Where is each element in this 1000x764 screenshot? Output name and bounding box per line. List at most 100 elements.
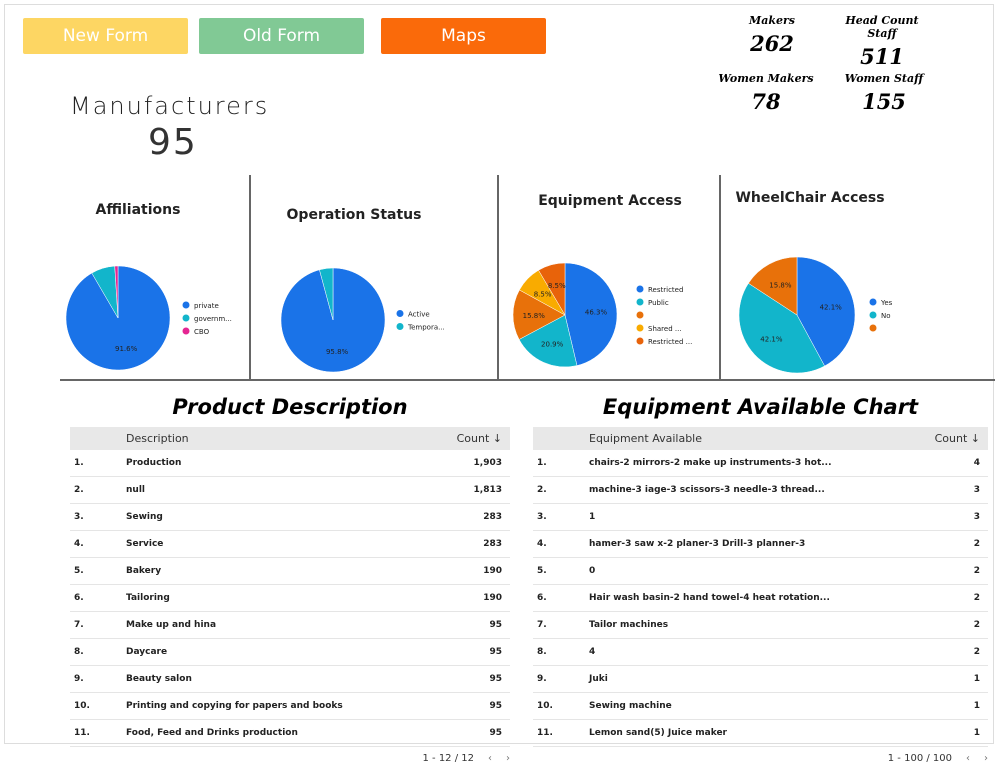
table-cell: 1 bbox=[588, 503, 919, 531]
pagination-text: 1 - 12 / 12 bbox=[422, 753, 474, 764]
table-row: 9. Juki 1 bbox=[533, 665, 988, 693]
table-cell: 190 bbox=[441, 584, 510, 612]
table-cell: Production bbox=[125, 450, 441, 477]
table-cell: Tailor machines bbox=[588, 611, 919, 639]
maps-button[interactable]: Maps bbox=[381, 18, 546, 54]
slice-label: 91.6% bbox=[115, 345, 138, 353]
table-row: 8. Daycare 95 bbox=[70, 638, 510, 666]
pagination: 1 - 100 / 100 ‹ › bbox=[533, 753, 988, 764]
table-row: 2. null 1,813 bbox=[70, 476, 510, 504]
prev-page[interactable]: ‹ bbox=[488, 753, 492, 764]
stat-value: 262 bbox=[750, 31, 794, 56]
legend-label: CBO bbox=[194, 328, 210, 336]
table-cell: 283 bbox=[441, 503, 510, 531]
legend-swatch bbox=[869, 298, 877, 306]
table-cell: 2 bbox=[919, 557, 988, 585]
table-cell: 2 bbox=[919, 638, 988, 666]
header-cell bbox=[533, 427, 588, 450]
table-row: 11. Food, Feed and Drinks production 95 bbox=[70, 719, 510, 747]
next-page[interactable]: › bbox=[506, 753, 510, 764]
table-cell: Juki bbox=[588, 665, 919, 693]
table-cell: Bakery bbox=[125, 557, 441, 585]
stat-label: Makers bbox=[749, 14, 795, 27]
table-cell: Daycare bbox=[125, 638, 441, 666]
data-table: Equipment Available Count ↓ 1. chairs-2 mir… bbox=[533, 427, 988, 747]
table-cell: 1. bbox=[70, 450, 125, 477]
stat-label: Women Staff bbox=[844, 72, 924, 85]
table-cell: 4 bbox=[919, 450, 988, 477]
stat: Women Staff 155 bbox=[834, 72, 934, 114]
table-cell: 4 bbox=[588, 638, 919, 666]
table-row: 5. 0 2 bbox=[533, 557, 988, 585]
pie-panel: Affiliations 91.6% private governm... CBO Ope… bbox=[60, 175, 995, 381]
stat-label: Women Makers bbox=[718, 72, 814, 85]
table-cell: 3 bbox=[919, 476, 988, 504]
table-cell: Food, Feed and Drinks production bbox=[125, 719, 441, 747]
pie-slice bbox=[738, 282, 825, 374]
table-row: 8. 4 2 bbox=[533, 638, 988, 666]
table-cell: Sewing machine bbox=[588, 692, 919, 720]
prev-page[interactable]: ‹ bbox=[966, 753, 970, 764]
stat-label: Head Count Staff bbox=[845, 14, 919, 40]
table-row: 9. Beauty salon 95 bbox=[70, 665, 510, 693]
chart-title: Operation Status bbox=[287, 207, 422, 223]
legend-label: No bbox=[881, 312, 891, 320]
table-row: 7. Make up and hina 95 bbox=[70, 611, 510, 639]
table-cell: 95 bbox=[441, 665, 510, 693]
legend-label: Restricted ... bbox=[648, 338, 692, 346]
table-row: 7. Tailor machines 2 bbox=[533, 611, 988, 639]
old-form-button[interactable]: Old Form bbox=[199, 18, 364, 54]
table-cell: 9. bbox=[533, 665, 588, 693]
stat: Makers 262 bbox=[722, 14, 822, 56]
slice-label: 20.9% bbox=[541, 340, 564, 348]
legend-swatch bbox=[636, 311, 644, 319]
legend-label: Restricted bbox=[648, 286, 683, 294]
legend-swatch bbox=[869, 311, 877, 319]
slice-label: 15.8% bbox=[769, 281, 792, 289]
table-row: 3. 1 3 bbox=[533, 503, 988, 531]
legend-swatch bbox=[182, 301, 190, 309]
data-table: Description Count ↓ 1. Production 1,903 2. nul… bbox=[70, 427, 510, 747]
legend-label: Public bbox=[648, 299, 669, 307]
table-row: 5. Bakery 190 bbox=[70, 557, 510, 585]
stat: Head Count Staff 511 bbox=[832, 14, 932, 69]
slice-label: 15.8% bbox=[523, 312, 546, 320]
table-cell: Tailoring bbox=[125, 584, 441, 612]
table-cell: 283 bbox=[441, 530, 510, 558]
chart-title: Equipment Access bbox=[538, 193, 682, 209]
header-cell: Equipment Available bbox=[588, 427, 919, 450]
stat: Women Makers 78 bbox=[716, 72, 816, 114]
table-row: 6. Tailoring 190 bbox=[70, 584, 510, 612]
table-cell: 3 bbox=[919, 503, 988, 531]
chart-title: WheelChair Access bbox=[735, 190, 884, 206]
table-cell: 3. bbox=[533, 503, 588, 531]
table-cell: 2 bbox=[919, 611, 988, 639]
legend-label: private bbox=[194, 302, 219, 310]
table-cell: 1 bbox=[919, 665, 988, 693]
table-cell: Printing and copying for papers and book… bbox=[125, 692, 441, 720]
slice-label: 42.1% bbox=[760, 336, 783, 344]
table-cell: 1,813 bbox=[441, 476, 510, 504]
table-cell: 4. bbox=[70, 530, 125, 558]
headline-value: 95 bbox=[148, 122, 198, 163]
chart-title: Affiliations bbox=[96, 202, 181, 218]
table-cell: 10. bbox=[533, 692, 588, 720]
table-row: 1. Production 1,903 bbox=[70, 450, 510, 477]
table-cell: 10. bbox=[70, 692, 125, 720]
table-row: 11. Lemon sand(5) Juice maker 1 bbox=[533, 719, 988, 747]
table-row: 6. Hair wash basin-2 hand towel-4 heat ro… bbox=[533, 584, 988, 612]
table-cell: 95 bbox=[441, 638, 510, 666]
table-panel: Equipment Available Chart Equipment Avail… bbox=[533, 395, 988, 764]
table-cell: 95 bbox=[441, 719, 510, 747]
table-cell: 11. bbox=[70, 719, 125, 747]
table-cell: 5. bbox=[70, 557, 125, 585]
table-cell: 8. bbox=[533, 638, 588, 666]
legend-label: Active bbox=[408, 311, 430, 319]
pie-slice bbox=[796, 256, 856, 367]
table-cell: 190 bbox=[441, 557, 510, 585]
table-cell: machine-3 iage-3 scissors-3 needle-3 thr… bbox=[588, 476, 919, 504]
next-page[interactable]: › bbox=[984, 753, 988, 764]
new-form-button[interactable]: New Form bbox=[23, 18, 188, 54]
legend-swatch bbox=[636, 285, 644, 293]
